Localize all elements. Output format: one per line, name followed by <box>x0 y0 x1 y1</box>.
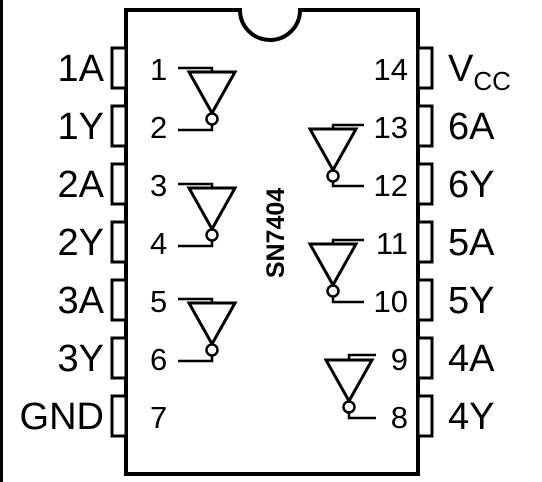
right-pin-pads <box>416 46 434 438</box>
wire <box>347 412 376 420</box>
pin-pad-10 <box>416 278 434 322</box>
signal-label: 4Y <box>448 396 494 438</box>
pin-number: 10 <box>374 284 408 319</box>
inverter-gate-5 <box>307 238 364 304</box>
signal-label: 3Y <box>58 338 104 380</box>
right-pin-numbers: 14 13 12 11 10 9 8 <box>374 52 408 435</box>
pin-number: 6 <box>150 342 167 377</box>
signal-label-vcc: VCC <box>448 48 511 96</box>
inverter-gate-2 <box>178 182 238 248</box>
pin-pad-6 <box>110 336 128 380</box>
signal-label: 4A <box>448 338 495 380</box>
inverter-bubble <box>205 112 219 126</box>
signal-label: 1Y <box>58 106 104 148</box>
pin-pad-12 <box>416 162 434 206</box>
pin-pad-1 <box>110 46 128 90</box>
pin-number: 12 <box>374 168 408 203</box>
inverter-gate-6 <box>307 123 364 188</box>
inverter-triangle <box>307 127 359 174</box>
pin-number: 2 <box>150 110 167 145</box>
inverter-triangle <box>186 301 238 348</box>
pin-number: 1 <box>150 52 167 87</box>
pin-number: 5 <box>150 284 167 319</box>
wire <box>178 240 214 248</box>
part-number-label: SN7404 <box>262 188 290 278</box>
inverter-gate-4 <box>323 353 376 420</box>
wire <box>178 355 214 363</box>
signal-label: 5A <box>448 222 495 264</box>
pin-pad-8 <box>416 394 434 438</box>
vcc-subscript: CC <box>473 66 511 96</box>
pin-pad-7 <box>110 394 128 438</box>
pin-number: 14 <box>374 52 408 87</box>
signal-label: GND <box>20 396 104 438</box>
inverter-gate-1 <box>178 66 238 132</box>
signal-label: 5Y <box>448 280 494 322</box>
pin-pad-14 <box>416 46 434 90</box>
left-pin-pads <box>110 46 128 438</box>
inverter-triangle <box>307 242 359 289</box>
pin-pad-2 <box>110 104 128 148</box>
wire <box>178 124 214 132</box>
pin-number: 9 <box>391 342 408 377</box>
signal-label: 6A <box>448 106 495 148</box>
wire <box>331 181 364 188</box>
wire <box>331 296 364 304</box>
left-signal-labels: 1A 1Y 2A 2Y 3A 3Y GND <box>20 48 105 438</box>
signal-label: 6Y <box>448 164 494 206</box>
pin-number: 13 <box>374 110 408 145</box>
pin-pad-4 <box>110 220 128 264</box>
signal-label: 3A <box>58 280 105 322</box>
inverter-bubble <box>326 169 340 183</box>
pin-pad-9 <box>416 336 434 380</box>
right-signal-labels: VCC 6A 6Y 5A 5Y 4A 4Y <box>448 48 511 438</box>
pin-pad-11 <box>416 220 434 264</box>
pin-number: 7 <box>150 400 167 435</box>
inverter-triangle <box>186 186 238 233</box>
pin-number: 8 <box>391 400 408 435</box>
pin-number: 3 <box>150 168 167 203</box>
inverter-bubble <box>326 284 340 298</box>
wire <box>347 353 376 360</box>
inverter-bubble <box>342 400 356 414</box>
signal-label: 1A <box>58 48 105 90</box>
pin-number: 4 <box>150 226 167 261</box>
inverter-triangle <box>323 358 375 405</box>
signal-label: 2Y <box>58 222 104 264</box>
signal-label: 2A <box>58 164 105 206</box>
inverter-bubble <box>205 228 219 242</box>
inverter-bubble <box>205 343 219 357</box>
inverter-gate-3 <box>178 297 238 363</box>
pin-pad-13 <box>416 104 434 148</box>
pin-number: 11 <box>376 226 408 261</box>
pin-pad-3 <box>110 162 128 206</box>
vcc-main: V <box>448 48 474 90</box>
left-pin-numbers: 1 2 3 4 5 6 7 <box>150 52 167 435</box>
pin-pad-5 <box>110 278 128 322</box>
inverter-triangle <box>186 70 238 117</box>
